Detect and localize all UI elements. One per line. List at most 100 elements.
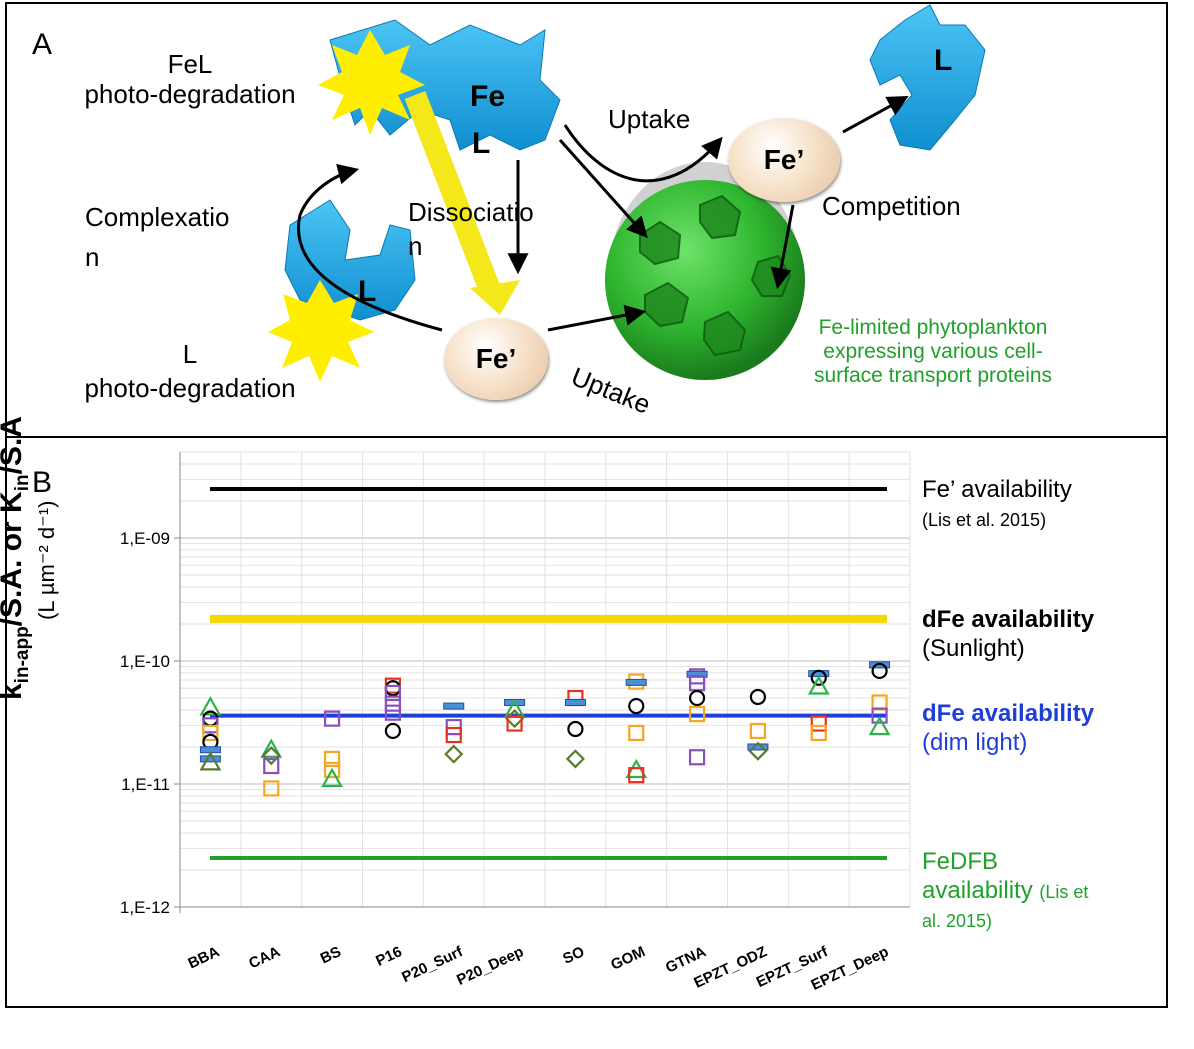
data-point-diamond xyxy=(261,746,281,766)
data-point-square xyxy=(506,715,523,732)
free-ligand-right-label: L xyxy=(934,44,953,77)
dissociation-label: Dissociatio n xyxy=(408,197,534,262)
data-point-square xyxy=(384,695,402,712)
competition-label: Competition xyxy=(822,191,961,221)
photodegradation-arrow xyxy=(404,91,501,294)
panel-b-letter: B xyxy=(32,466,53,499)
y-axis-label-main: k xyxy=(0,683,28,700)
legend-dfe-dim-label: dFe availability xyxy=(922,700,1095,727)
legend-dfe-sunlight: dFe availability (Sunlight) xyxy=(922,606,1094,664)
l-photodegradation-line1: L xyxy=(182,339,198,369)
data-point-circle xyxy=(810,669,827,686)
free-ligand-left-label: L xyxy=(358,275,377,308)
data-point-square xyxy=(688,749,706,766)
data-point-circle xyxy=(628,697,645,715)
data-point-square xyxy=(628,767,645,784)
data-points xyxy=(199,661,891,797)
panel-divider xyxy=(5,436,1168,438)
data-point-square xyxy=(871,707,888,724)
figure-frame xyxy=(5,2,1168,1008)
data-point-square xyxy=(628,724,645,742)
sunburst-top-shape xyxy=(318,30,425,135)
data-point-circle xyxy=(871,662,888,680)
y-axis-label: kin-app/S.A. or Kin/S.A (L µm⁻² d⁻¹) xyxy=(0,416,60,700)
data-point-square xyxy=(749,722,767,740)
pathway-arrows xyxy=(297,95,909,332)
chart-gridlines xyxy=(179,451,911,913)
panel-a-letter: A xyxy=(32,28,53,61)
y-tick-label: 1,E-11 xyxy=(121,775,170,794)
x-category-label: P20_Deep xyxy=(454,943,526,989)
photodegradation-arrowhead xyxy=(470,280,520,315)
data-point-square xyxy=(810,724,827,742)
data-point-diamond xyxy=(748,741,768,761)
data-point-square xyxy=(810,715,827,732)
data-point-triangle xyxy=(321,767,343,788)
data-point-dash xyxy=(625,678,647,686)
l-photodegradation-line2: photo-degradation xyxy=(84,372,296,403)
data-point-square xyxy=(323,710,341,727)
y-tick-label: 1,E-12 xyxy=(120,898,170,917)
fe-prime-right-bubble: Fe’ xyxy=(728,118,840,202)
data-point-triangle xyxy=(807,675,830,695)
x-category-label: BS xyxy=(318,943,344,967)
data-point-square xyxy=(688,706,706,723)
data-point-triangle xyxy=(868,715,891,736)
data-point-circle xyxy=(567,720,584,738)
fel-photodegradation-label: FeL photo-degradation xyxy=(55,49,325,110)
legend-fedfb-ref1: (Lis et xyxy=(1039,881,1089,902)
data-point-dash xyxy=(564,698,586,706)
free-ligand-right-shape xyxy=(869,4,986,151)
reference-lines xyxy=(210,487,887,861)
data-point-circle xyxy=(749,688,767,706)
legend-fe-prime-ref: (Lis et al. 2015) xyxy=(922,509,1047,530)
y-axis-label-sub2: in xyxy=(12,474,33,492)
phytoplankton-line2: expressing various cell- xyxy=(823,340,1043,364)
y-tick-label: 1,E-10 xyxy=(120,652,170,671)
data-point-triangle xyxy=(199,751,222,771)
panel-a-diagram xyxy=(268,4,986,382)
data-point-diamond xyxy=(565,749,585,769)
legend-fedfb-line2: availability xyxy=(922,876,1033,904)
fel-photodegradation-line1: FeL xyxy=(167,49,213,79)
y-axis-label-sub1: in-app xyxy=(12,626,33,684)
fe-prime-center-label: Fe’ xyxy=(475,343,517,374)
legend-fedfb-line1: FeDFB xyxy=(922,848,999,875)
data-point-circle xyxy=(688,689,706,707)
data-point-square xyxy=(384,684,402,702)
x-category-label: BBA xyxy=(185,943,222,972)
data-point-square xyxy=(323,750,341,767)
fel-photodegradation-line2: photo-degradation xyxy=(84,78,296,109)
data-point-triangle xyxy=(199,696,222,716)
x-category-label: CAA xyxy=(246,943,283,972)
phytoplankton-label: Fe-limited phytoplankton expressing vari… xyxy=(748,316,1118,388)
data-point-square xyxy=(323,761,341,779)
data-point-square xyxy=(202,724,219,742)
data-point-triangle xyxy=(260,738,283,758)
y-axis-label-end: /S.A xyxy=(0,416,28,475)
data-point-dash xyxy=(443,702,465,710)
dissociation-line2: n xyxy=(408,230,423,261)
complexation-line2: n xyxy=(85,241,100,272)
y-axis-units: (L µm⁻² d⁻¹) xyxy=(34,500,59,620)
legend-fedfb-ref2: al. 2015) xyxy=(922,910,993,931)
x-category-label: SO xyxy=(560,943,587,968)
x-category-label: GOM xyxy=(608,943,648,974)
legend-fe-prime-label: Fe’ availability xyxy=(922,476,1072,503)
fel-complex-label-l: L xyxy=(472,127,491,160)
l-photodegradation-label: L photo-degradation xyxy=(55,339,325,404)
x-category-label: P16 xyxy=(373,943,404,970)
fe-prime-center-bubble: Fe’ xyxy=(444,318,548,400)
fel-complex-label-fe: Fe xyxy=(470,80,506,113)
legend-dfe-dim-sub: (dim light) xyxy=(922,728,1028,756)
data-point-diamond xyxy=(444,744,464,764)
legend-fe-prime: Fe’ availability (Lis et al. 2015) xyxy=(922,476,1072,534)
y-axis-label-mid: /S.A. or K xyxy=(0,491,28,627)
legend-dfe-sunlight-label: dFe availability xyxy=(922,606,1095,633)
legend-dfe-dim: dFe availability (dim light) xyxy=(922,700,1094,758)
y-tick-labels: 1,E-12 1,E-11 1,E-10 1,E-09 xyxy=(120,529,180,917)
phytoplankton-line3: surface transport proteins xyxy=(813,364,1053,388)
data-point-square xyxy=(445,726,462,744)
data-point-circle xyxy=(384,722,402,740)
